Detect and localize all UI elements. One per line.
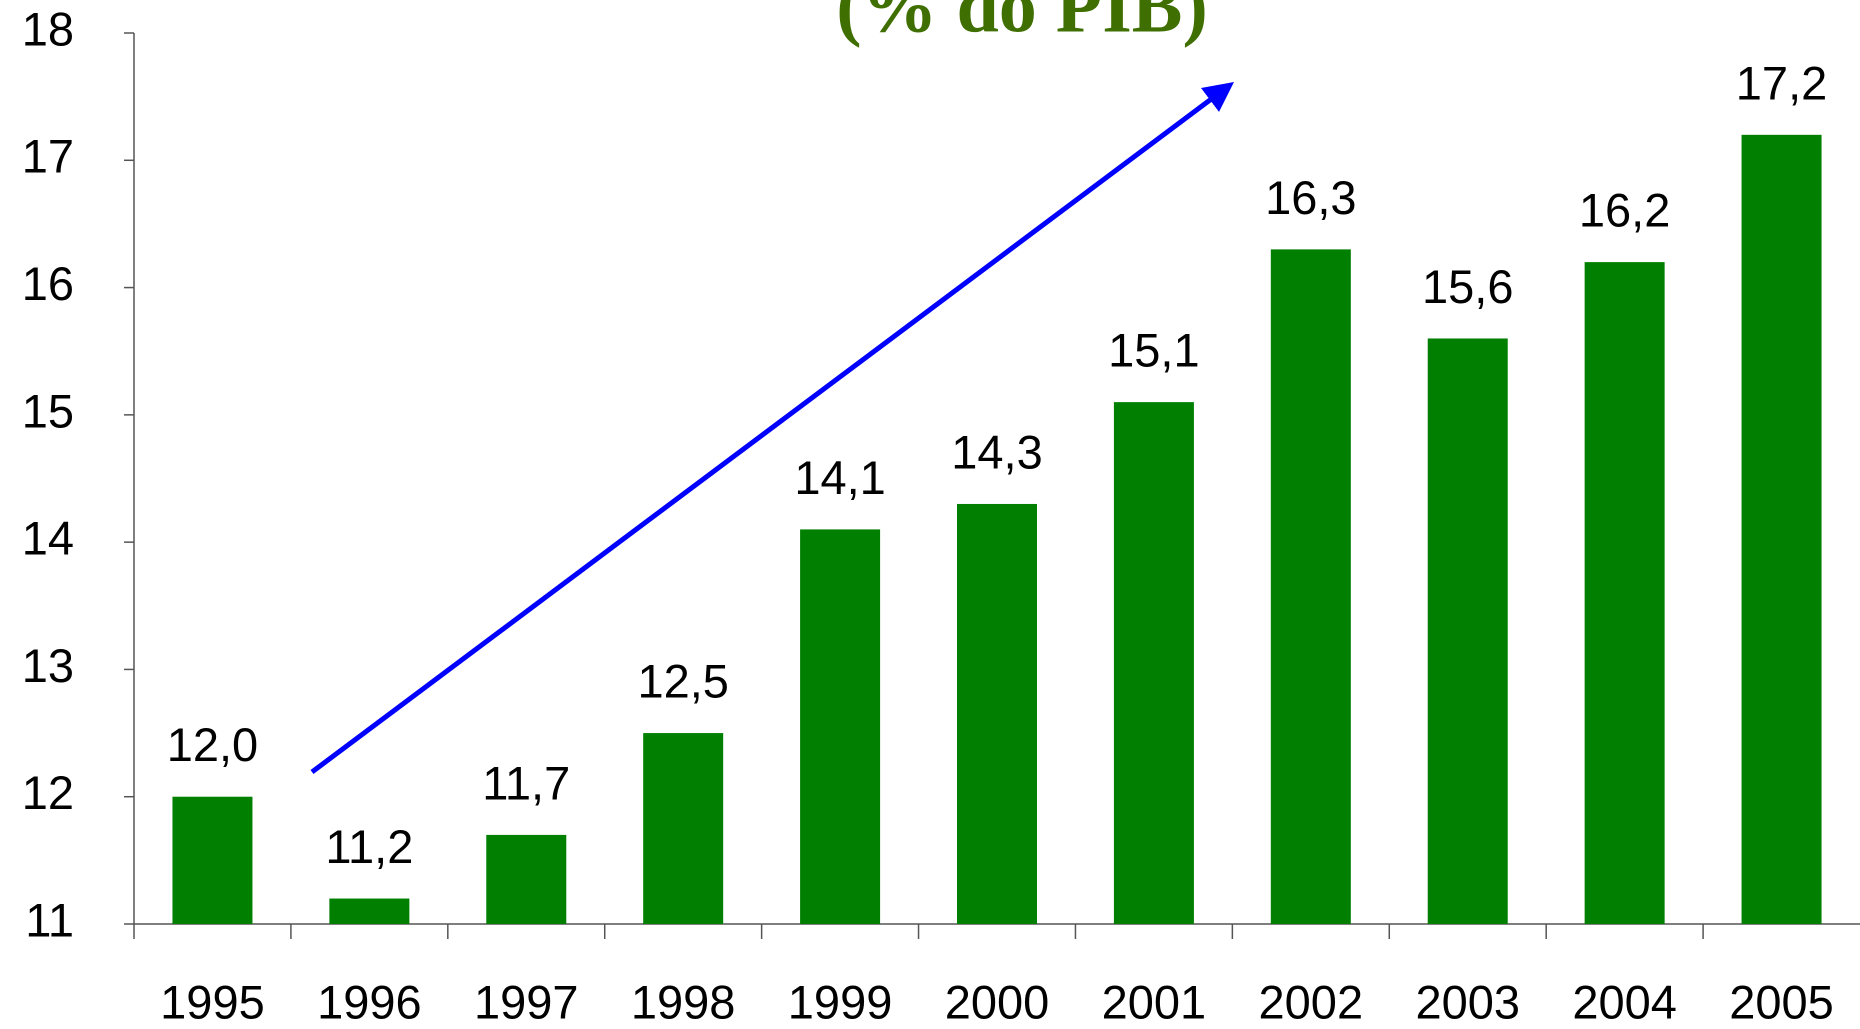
- chart-title: (% do PIB): [836, 0, 1208, 48]
- bar: [800, 529, 881, 924]
- bar: [1270, 249, 1351, 924]
- x-tick-label: 2005: [1729, 975, 1834, 1028]
- data-label: 11,2: [325, 820, 413, 873]
- x-tick-label: 1997: [474, 975, 579, 1028]
- y-tick-label: 17: [22, 130, 74, 183]
- data-label: 15,6: [1422, 260, 1513, 313]
- bar: [1113, 402, 1194, 925]
- data-label: 11,7: [482, 756, 570, 809]
- bar: [1427, 338, 1508, 924]
- x-tick-label: 2000: [945, 975, 1050, 1028]
- data-label: 17,2: [1736, 56, 1827, 109]
- data-label: 16,2: [1579, 184, 1670, 237]
- data-label: 12,0: [167, 718, 258, 771]
- data-label: 16,3: [1265, 171, 1356, 224]
- trend-arrow: [310, 82, 1235, 775]
- x-tick-label: 1998: [631, 975, 736, 1028]
- y-tick-label: 12: [22, 766, 74, 819]
- bar: [329, 898, 410, 924]
- bar: [486, 834, 567, 924]
- x-tick-label: 1995: [160, 975, 265, 1028]
- y-tick-label: 16: [22, 257, 74, 310]
- data-label: 12,5: [637, 654, 728, 707]
- x-tick-label: 2003: [1415, 975, 1520, 1028]
- y-tick-label: 18: [22, 2, 74, 55]
- bar: [172, 796, 253, 924]
- bar: [1741, 134, 1822, 925]
- data-label: 14,3: [951, 425, 1042, 478]
- bar: [643, 733, 724, 924]
- x-tick-label: 1999: [788, 975, 893, 1028]
- x-tick-label: 2002: [1259, 975, 1364, 1028]
- x-tick-label: 2004: [1572, 975, 1677, 1028]
- data-label: 14,1: [794, 451, 885, 504]
- y-tick-label: 15: [22, 384, 74, 437]
- y-tick-label: 14: [22, 512, 74, 565]
- bar: [957, 503, 1037, 924]
- x-tick-label: 2001: [1102, 975, 1207, 1028]
- x-tick-label: 1996: [317, 975, 422, 1028]
- data-label: 15,1: [1108, 324, 1199, 377]
- bar: [1584, 262, 1665, 925]
- y-tick-label: 11: [25, 893, 74, 946]
- y-tick-label: 13: [22, 639, 74, 692]
